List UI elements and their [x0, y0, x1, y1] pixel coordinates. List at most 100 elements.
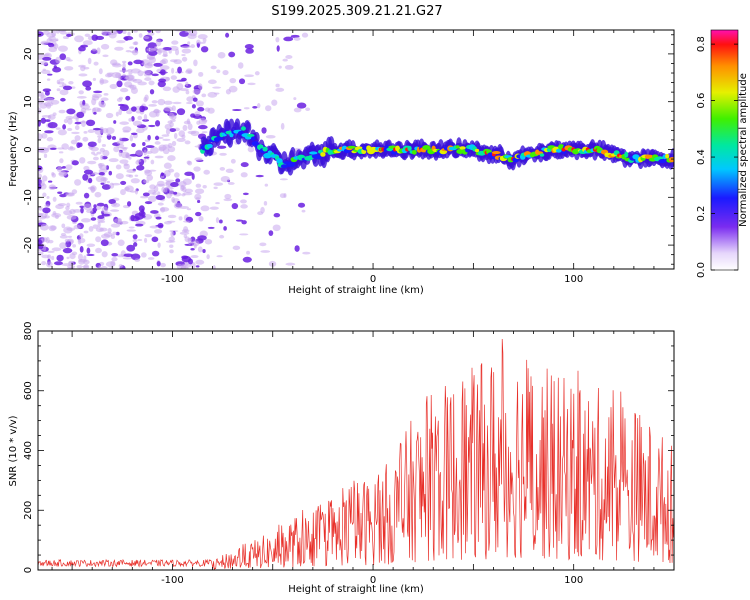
spectrogram-noise-blob [110, 223, 121, 228]
spectrogram-noise-blob [96, 205, 102, 210]
spectrogram-noise-blob [181, 229, 190, 233]
spectrogram-noise-blob [246, 250, 250, 255]
spectrogram-noise-blob [105, 127, 115, 135]
spectrogram-noise-blob [48, 184, 57, 191]
spectrogram-noise-blob [229, 77, 237, 84]
spectrogram-noise-blob [48, 43, 55, 48]
spectrogram-noise-blob [47, 239, 54, 244]
spectrogram-noise-blob [145, 145, 155, 148]
spectrogram-noise-blob [48, 46, 58, 53]
spectrogram-noise-blob [58, 151, 64, 154]
spectrogram-noise-blob [38, 183, 42, 190]
spectrogram-signal-core [320, 152, 326, 157]
spectrogram-noise-blob [78, 90, 84, 95]
spectrogram-noise-blob [74, 135, 81, 141]
spectrogram-noise-blob [101, 144, 106, 147]
spectrogram-noise-blob [195, 259, 205, 265]
spectrogram-noise-blob [275, 83, 280, 88]
spectrogram-noise-blob [297, 202, 306, 208]
spectrogram-noise-blob [191, 240, 200, 247]
spectrogram-noise-blob [131, 143, 136, 148]
spectrogram-noise-blob [170, 230, 175, 237]
spectrogram-noise-blob [83, 165, 90, 171]
spectrogram-noise-blob [87, 141, 97, 147]
spectrogram-noise-blob [257, 211, 264, 216]
spectrogram-noise-blob [115, 231, 120, 236]
spectrogram-noise-blob [67, 235, 72, 238]
spectrogram-noise-blob [41, 69, 51, 74]
spectrogram-noise-blob [85, 119, 96, 127]
spectrogram-noise-blob [165, 240, 176, 243]
spectrogram-noise-blob [293, 97, 297, 101]
spectrogram-noise-blob [75, 201, 83, 205]
spectrogram-noise-blob [151, 73, 159, 77]
spectrogram-noise-blob [97, 221, 101, 228]
spectrogram-noise-blob [219, 152, 227, 156]
spectrogram-noise-blob [99, 126, 105, 134]
spectrogram-noise-blob [186, 96, 194, 103]
spectrogram-signal-envelope [253, 131, 260, 144]
spectrogram-noise-blob [99, 164, 108, 170]
spectrogram-noise-blob [65, 115, 74, 120]
spectrogram-noise-blob [148, 124, 156, 128]
spectrogram-noise-blob [117, 239, 125, 246]
spectrogram-noise-blob [64, 66, 74, 71]
spectrogram-noise-blob [212, 265, 216, 269]
spectrogram-noise-blob [115, 111, 119, 117]
spectrogram-noise-blob [126, 169, 136, 174]
spectrogram-noise-blob [77, 238, 82, 245]
spectrogram-signal-core [455, 145, 460, 149]
spectrogram-noise-blob [191, 104, 196, 109]
spectrogram-noise-blob [177, 66, 182, 74]
spectrogram-signal-core [665, 153, 670, 159]
spectrogram-noise-blob [151, 250, 160, 257]
spectrogram-noise-blob [202, 38, 207, 43]
spectrogram-noise-blob [159, 207, 170, 212]
spectrogram-noise-blob [219, 166, 226, 171]
spectrogram-noise-blob [186, 208, 192, 211]
spectrogram-noise-blob [85, 86, 92, 91]
spectrogram-noise-blob [106, 133, 111, 137]
spectrogram-noise-blob [96, 107, 102, 113]
spectrogram-noise-blob [46, 137, 54, 142]
spectrogram-noise-blob [259, 242, 267, 247]
spectrogram-noise-blob [76, 111, 85, 119]
spectrogram-noise-blob [173, 59, 182, 65]
spectrogram-noise-blob [181, 48, 192, 54]
spectrogram-signal-core [539, 153, 545, 157]
spectrogram-noise-blob [71, 86, 76, 89]
spectrogram-signal-core [658, 159, 667, 164]
spectrogram-noise-blob [171, 67, 175, 74]
spectrogram-noise-blob [130, 106, 137, 112]
spectrogram-noise-blob [83, 192, 90, 199]
spectrogram-noise-blob [228, 51, 236, 58]
spectrogram-noise-blob [202, 185, 207, 189]
spectrogram-noise-blob [122, 147, 127, 151]
spectrogram-noise-blob [159, 69, 166, 76]
spectrogram-noise-blob [282, 58, 288, 62]
colorbar-tick-label: 0.8 [696, 36, 707, 52]
spectrogram-noise-blob [90, 217, 97, 221]
spectrogram-noise-blob [110, 209, 120, 212]
spectrogram-noise-blob [148, 80, 155, 86]
spectrogram-noise-blob [123, 253, 134, 258]
spectrogram-noise-blob [42, 56, 52, 61]
spectrogram-noise-blob [96, 151, 102, 155]
spectrogram-noise-blob [62, 85, 73, 91]
spectrogram-noise-blob [149, 89, 155, 95]
spectrogram-noise-blob [143, 156, 150, 159]
spectrogram-noise-blob [305, 107, 311, 111]
spectrogram-noise-blob [51, 247, 62, 252]
spectrogram-noise-blob [111, 62, 121, 66]
spectrogram-noise-blob [100, 239, 109, 247]
spectrogram-noise-blob [87, 129, 95, 133]
snr-y-tick-label: 0 [23, 567, 34, 573]
spectrogram-noise-blob [111, 202, 121, 208]
spectrogram-noise-blob [158, 146, 165, 152]
spectrogram-noise-blob [252, 105, 258, 109]
spectrogram-noise-blob [114, 46, 124, 51]
spectrogram-noise-blob [225, 168, 234, 174]
spectrogram-noise-blob [206, 254, 210, 260]
spectrogram-noise-blob [62, 124, 67, 130]
